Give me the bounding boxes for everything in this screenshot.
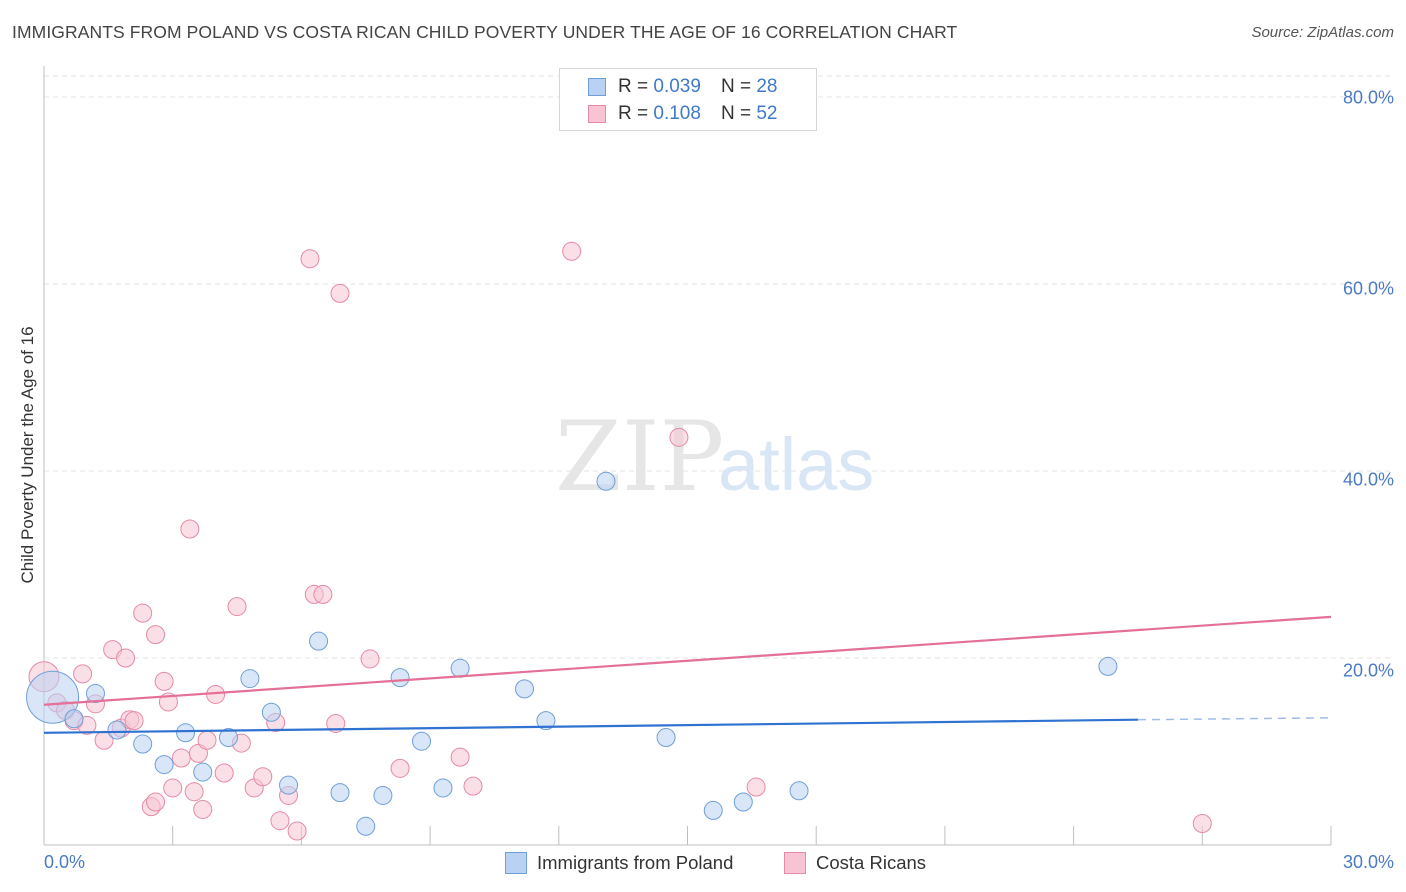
- data-point-poland: [1098, 656, 1118, 676]
- data-point-costa-ricans: [171, 748, 191, 768]
- legend-item-poland: Immigrants from Poland: [505, 852, 733, 874]
- y-tick-label: 80.0%: [1342, 87, 1394, 108]
- data-point-costa-ricans: [746, 777, 766, 797]
- data-point-poland: [450, 658, 470, 678]
- data-point-costa-ricans: [163, 778, 183, 798]
- legend-label: Costa Ricans: [816, 852, 927, 873]
- data-point-costa-ricans: [124, 711, 144, 731]
- data-point-poland: [240, 669, 260, 689]
- legend-swatch-pink: [588, 105, 606, 123]
- data-point-costa-ricans: [1192, 813, 1212, 833]
- legend-swatch-blue: [505, 852, 527, 874]
- data-point-poland: [703, 800, 723, 820]
- legend-r-label: R =: [618, 76, 649, 97]
- x-tick-label: 0.0%: [44, 852, 86, 872]
- data-point-poland: [193, 762, 213, 782]
- legend-n-label: N =: [720, 103, 752, 124]
- data-point-costa-ricans: [313, 584, 333, 604]
- data-point-poland: [26, 670, 80, 724]
- data-point-costa-ricans: [193, 799, 213, 819]
- trend-line-poland-extension: [1137, 717, 1332, 721]
- legend-r-value: 0.039: [653, 76, 701, 97]
- data-point-poland: [412, 731, 432, 751]
- data-point-costa-ricans: [287, 821, 307, 841]
- legend-r-value: 0.108: [653, 103, 701, 124]
- data-point-poland: [279, 775, 299, 795]
- data-point-costa-ricans: [133, 603, 153, 623]
- data-point-costa-ricans: [154, 671, 174, 691]
- data-point-costa-ricans: [146, 625, 166, 645]
- legend-row-costa-ricans: R = 0.108 N = 52: [588, 102, 777, 126]
- data-point-poland: [85, 684, 105, 704]
- data-point-costa-ricans: [253, 767, 273, 787]
- data-point-costa-ricans: [270, 811, 290, 831]
- data-point-costa-ricans: [463, 776, 483, 796]
- series-costa-ricans: [28, 241, 1212, 841]
- data-point-costa-ricans: [562, 241, 582, 261]
- legend-n-label: N =: [720, 76, 752, 97]
- legend-swatch-blue: [588, 78, 606, 96]
- data-point-poland: [656, 727, 676, 747]
- trend-line-poland: [43, 718, 1138, 734]
- legend-label: Immigrants from Poland: [537, 852, 734, 873]
- data-point-costa-ricans: [180, 519, 200, 539]
- y-axis-label: Child Poverty Under the Age of 16: [18, 326, 37, 584]
- x-tick-label: 30.0%: [1342, 852, 1394, 872]
- data-point-costa-ricans: [214, 763, 234, 783]
- legend-swatch-pink: [784, 852, 806, 874]
- trend-line-costa-ricans: [43, 615, 1332, 706]
- legend-row-poland: R = 0.039 N = 28: [588, 75, 777, 99]
- data-point-poland: [133, 734, 153, 754]
- data-point-poland: [390, 668, 410, 688]
- data-point-poland: [536, 711, 556, 731]
- data-point-poland: [433, 778, 453, 798]
- watermark-atlas: atlas: [718, 423, 874, 506]
- grid-lines: [44, 75, 1394, 659]
- y-tick-label: 40.0%: [1342, 469, 1394, 490]
- data-point-poland: [218, 727, 238, 747]
- y-tick-label: 20.0%: [1342, 660, 1394, 681]
- data-point-poland: [154, 755, 174, 775]
- data-point-costa-ricans: [188, 743, 208, 763]
- data-point-poland: [596, 471, 616, 491]
- data-point-costa-ricans: [330, 283, 350, 303]
- data-point-poland: [261, 702, 281, 722]
- data-point-costa-ricans: [184, 782, 204, 802]
- data-point-poland: [373, 785, 393, 805]
- data-point-costa-ricans: [73, 664, 93, 684]
- data-point-costa-ricans: [197, 730, 217, 750]
- data-point-costa-ricans: [326, 713, 346, 733]
- data-point-costa-ricans: [669, 427, 689, 447]
- trend-lines: [43, 615, 1332, 734]
- legend-item-costa-ricans: Costa Ricans: [784, 852, 926, 874]
- data-point-costa-ricans: [450, 747, 470, 767]
- data-point-costa-ricans: [116, 648, 136, 668]
- data-point-costa-ricans: [227, 597, 247, 617]
- data-point-poland: [356, 816, 376, 836]
- chart-title: IMMIGRANTS FROM POLAND VS COSTA RICAN CH…: [12, 22, 958, 42]
- data-point-costa-ricans: [300, 249, 320, 269]
- y-tick-label: 60.0%: [1342, 278, 1394, 299]
- data-point-costa-ricans: [146, 792, 166, 812]
- watermark-zip: ZIP: [555, 401, 724, 513]
- source-label: Source: ZipAtlas.com: [1251, 24, 1394, 41]
- legend-n-value: 28: [756, 76, 778, 97]
- legend-n-value: 52: [756, 103, 778, 124]
- legend-r-label: R =: [618, 103, 649, 124]
- data-point-poland: [514, 679, 534, 699]
- data-point-poland: [107, 720, 127, 740]
- series-immigrants-from-poland: [26, 471, 1118, 836]
- data-point-poland: [330, 783, 350, 803]
- data-point-poland: [64, 709, 84, 729]
- data-point-poland: [176, 723, 196, 743]
- data-point-poland: [309, 631, 329, 651]
- data-point-costa-ricans: [360, 649, 380, 669]
- correlation-legend: R = 0.039 N = 28 R = 0.108 N = 52: [559, 68, 817, 131]
- data-point-poland: [789, 781, 809, 801]
- data-point-costa-ricans: [390, 758, 410, 778]
- data-point-poland: [733, 792, 753, 812]
